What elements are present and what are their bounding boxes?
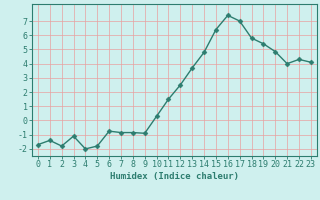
- X-axis label: Humidex (Indice chaleur): Humidex (Indice chaleur): [110, 172, 239, 181]
